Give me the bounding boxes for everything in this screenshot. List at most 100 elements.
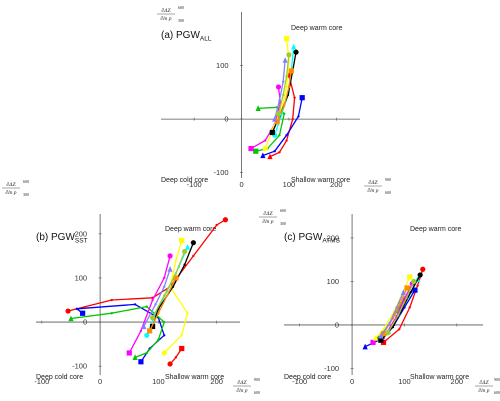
panel-b-series-point (180, 334, 183, 337)
panel-b-series-line (67, 219, 227, 312)
panel-b-ytick-label: 0 (83, 318, 87, 327)
panel-a-ytick-label: 0 (224, 115, 228, 124)
panel-a-xlabel-sub: 600 (385, 190, 391, 195)
panel-a-ylabel-den: ∂ln p (160, 16, 171, 22)
panel-a-series-point (264, 139, 267, 142)
panel-b-series-point (179, 345, 185, 352)
panel-c-title: (c) PGWATMS (284, 232, 341, 245)
panel-c-ylabel-den: ∂ln p (262, 219, 273, 225)
panel-a-ylabel-num: ∂ΔZ (161, 8, 171, 14)
panel-b-series-point (192, 254, 195, 258)
panel-b-series-point (149, 315, 156, 321)
panel-b-series-point (190, 240, 196, 246)
panel-a-series-point (297, 115, 300, 118)
panel-a-series-point (291, 117, 294, 121)
panel-a-series-point (285, 139, 288, 142)
panel-c-ytick-label: 200 (327, 233, 340, 242)
panel-a-series-line (274, 59, 286, 120)
panel-c-ylabel-num: ∂ΔZ (263, 211, 273, 217)
panel-b-series-point (145, 351, 148, 355)
panel-a-series-point (274, 119, 280, 125)
panel-b-series-point (167, 361, 173, 367)
panel-a-series-point (288, 68, 294, 74)
panel-c-ylabel-sup: 600 (280, 208, 286, 213)
panel-b: ∂ΔZ ∂ln p 600 300 (b) PGWSST ∂ΔZ ∂ln p 9… (2, 179, 260, 395)
panel-b-series-point (173, 275, 179, 281)
panel-c-series-point (408, 306, 411, 309)
panel-b-ylabel-sup: 600 (23, 179, 29, 184)
panel-b-title-main: (b) PGW (36, 232, 75, 243)
panel-a-series-point (278, 151, 281, 154)
panel-b-series-point (68, 315, 74, 322)
panel-c-series-point (407, 274, 413, 280)
panel-a-series-point (283, 36, 290, 42)
panel-a-series-point (293, 96, 296, 99)
panel-b-series-point (174, 356, 178, 359)
panel-c: ∂ΔZ ∂ln p 600 300 (c) PGWATMS ∂ΔZ ∂ln p … (259, 208, 500, 395)
panel-c-series-point (411, 278, 417, 285)
panel-c-ytick-label: -100 (324, 364, 339, 373)
panel-a-series-point (282, 112, 286, 115)
panel-c-series-point (370, 339, 376, 345)
panel-b-series-point (80, 310, 86, 316)
panel-b-ylabel-den: ∂ln p (5, 190, 16, 196)
panel-b-series-point (110, 298, 113, 302)
panel-b-ylabel: ∂ΔZ ∂ln p 600 300 (2, 179, 29, 197)
panel-b-series-line (143, 268, 171, 328)
panel-b-series-point (182, 248, 188, 255)
panel-c-series-point (396, 314, 400, 317)
panel-b-xtick-label: 200 (210, 377, 223, 386)
panel-c-series-point (417, 272, 423, 278)
panel-c-series-point (400, 289, 406, 295)
panel-b-xlabel-num: ∂ΔZ (237, 380, 247, 386)
panel-a-series-point (255, 105, 261, 111)
panel-b-series-point (165, 294, 169, 297)
panel-a-series-point (262, 145, 268, 152)
panel-c-series-point (373, 334, 379, 341)
panel-b-series-point (145, 305, 148, 308)
panel-b-series-point (157, 338, 160, 341)
panel-c-xtick-label: 100 (398, 377, 411, 386)
panel-c-series-point (385, 330, 391, 336)
panel-b-quad-top-right: Deep warm core (165, 226, 216, 233)
panel-b-series-point (215, 223, 218, 227)
panel-c-series-point (398, 328, 401, 331)
panel-b-series-point (184, 243, 191, 250)
panel-a-xtick-label: 100 (283, 180, 296, 189)
panel-c-series-point (412, 287, 418, 293)
panel-b-series-point (186, 312, 189, 315)
panel-a-series-point (285, 133, 288, 137)
panel-c-series-point (378, 337, 384, 343)
panel-a: ∂ΔZ ∂ln p 600 300 (a) PGWALL ∂ΔZ ∂ln p 9… (157, 5, 391, 195)
panel-a-plot: -100 0 100 200 -100 0 100 (161, 12, 360, 189)
panel-b-series-line (151, 250, 186, 319)
panel-c-series-point (380, 339, 387, 345)
panel-c-quad-bottom-right: Shallow warm core (410, 374, 469, 381)
panel-a-xlabel-num: ∂ΔZ (368, 180, 378, 186)
panel-b-series-point (174, 259, 178, 262)
panel-a-xtick-label: -100 (187, 180, 202, 189)
panel-c-series-point (380, 331, 387, 337)
panel-c-series-point (409, 291, 412, 294)
panel-c-quad-top-right: Deep warm core (410, 226, 461, 233)
panel-b-xlabel-den: ∂ln p (236, 388, 247, 394)
panel-b-xtick-label: -100 (34, 377, 49, 386)
panel-c-title-sub: ATMS (322, 238, 340, 245)
panel-a-series-point (269, 129, 275, 136)
panel-b-ytick-label: 100 (75, 273, 88, 282)
panel-b-series-point (167, 266, 173, 272)
panel-c-ylabel-sub: 300 (280, 221, 286, 226)
panel-c-series-point (382, 328, 385, 331)
panel-a-series-point (272, 115, 278, 122)
panel-a-ylabel-sup: 600 (178, 5, 184, 10)
panel-b-series-point (144, 332, 150, 338)
panel-c-series-point (378, 332, 384, 339)
panel-b-plot: -100 0 100 200 -100 0 100 200 (34, 214, 240, 386)
panel-a-series-point (282, 80, 285, 83)
panel-a-series-point (248, 145, 254, 152)
panel-b-ylabel-num: ∂ΔZ (6, 182, 16, 188)
panel-b-series-line (163, 239, 189, 354)
panel-b-series-point (132, 354, 138, 360)
panel-c-plot: -100 0 100 200 -100 0 100 200 (284, 214, 483, 386)
panel-c-series-point (405, 296, 408, 300)
